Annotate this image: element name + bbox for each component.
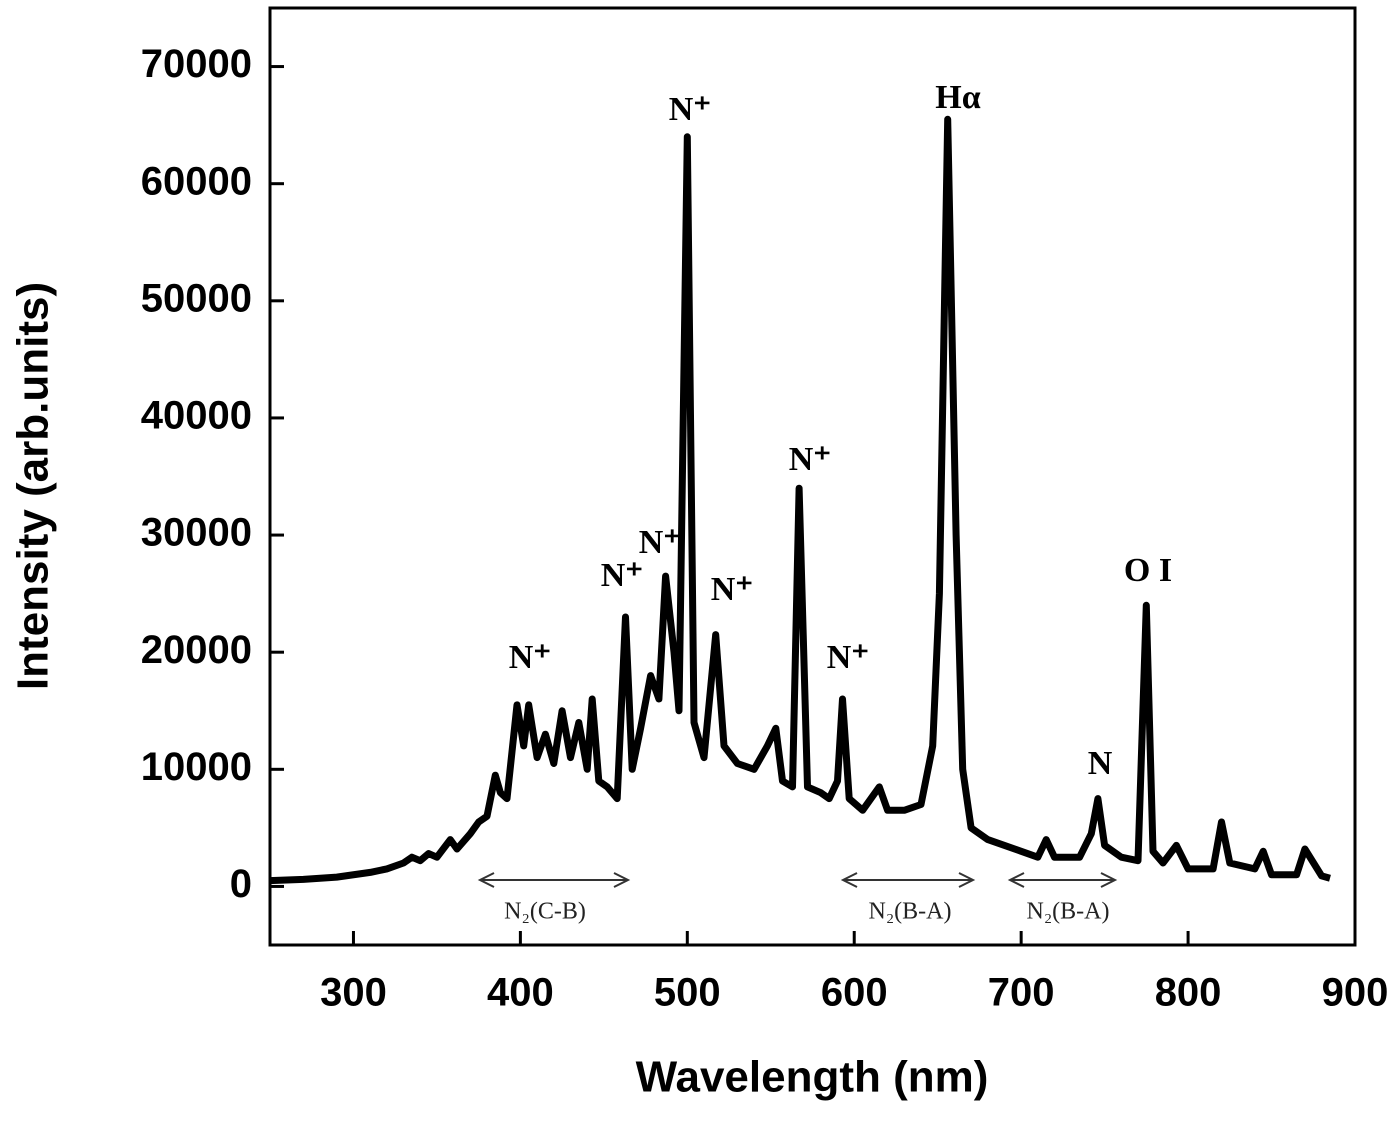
y-tick-label: 50000	[141, 276, 252, 320]
peak-label: Hα	[935, 79, 980, 116]
plot-frame	[268, 6, 1357, 947]
peak-label: N⁺	[639, 524, 682, 561]
peak-label: N⁺	[669, 91, 712, 128]
peak-label: N⁺	[789, 441, 832, 478]
band-label: N₂(B-A)	[1026, 899, 1109, 925]
x-tick-label: 900	[1322, 971, 1389, 1015]
y-tick-label: 60000	[141, 159, 252, 203]
y-tick-label: 20000	[141, 628, 252, 672]
y-tick-label: 40000	[141, 394, 252, 438]
spectrum-line	[269, 115, 1331, 885]
arrow-head	[477, 872, 495, 888]
x-axis-title: Wavelength (nm)	[636, 1053, 989, 1102]
arrow-head	[613, 872, 631, 888]
y-axis-title: Intensity (arb.units)	[9, 282, 58, 690]
y-tick-label: 30000	[141, 511, 252, 555]
arrow-head	[958, 872, 976, 888]
x-tick-label: 600	[821, 971, 888, 1015]
y-tick-label: 10000	[141, 745, 252, 789]
arrow-head	[1100, 872, 1118, 888]
x-tick-label: 500	[654, 971, 721, 1015]
x-tick-label: 300	[320, 971, 387, 1015]
peak-label: N⁺	[601, 557, 644, 594]
peak-label: N⁺	[827, 639, 870, 676]
peak-label: N	[1088, 745, 1113, 782]
band-label: N₂(B-A)	[868, 899, 951, 925]
y-tick-label: 0	[230, 862, 252, 906]
arrow-head	[840, 872, 858, 888]
x-tick-label: 700	[988, 971, 1055, 1015]
peak-label: N⁺	[711, 571, 754, 608]
arrow-head	[1007, 872, 1025, 888]
y-tick-label: 70000	[141, 42, 252, 86]
x-tick-label: 800	[1155, 971, 1222, 1015]
peak-label: N⁺	[509, 639, 552, 676]
band-label: N₂(C-B)	[504, 899, 586, 925]
x-tick-label: 400	[487, 971, 554, 1015]
peak-label: O I	[1124, 552, 1172, 589]
